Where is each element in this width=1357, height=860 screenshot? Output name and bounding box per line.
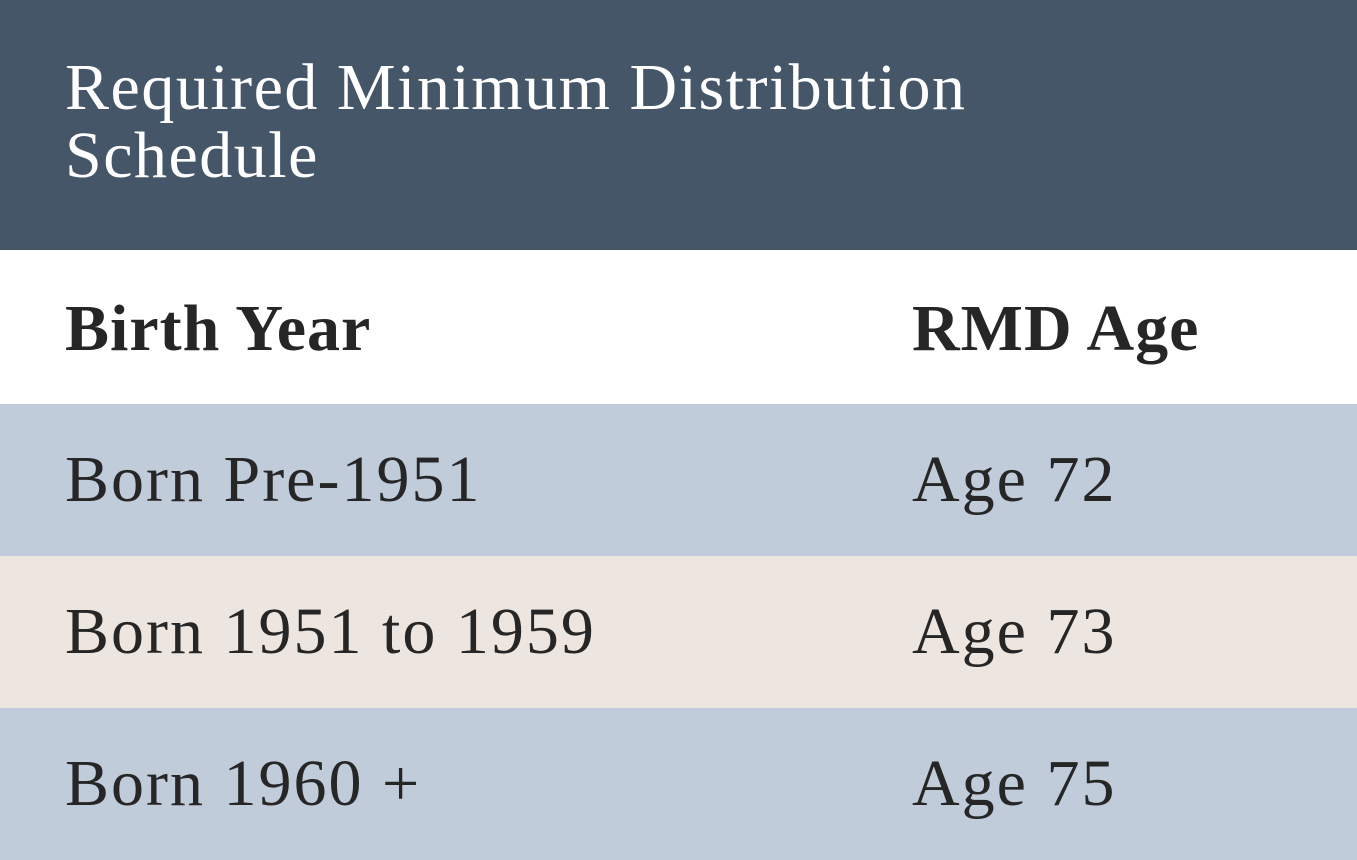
column-header-rmd-age: RMD Age (912, 292, 1200, 365)
birth-year-cell: Born 1951 to 1959 (65, 595, 596, 668)
table-header-row: Birth Year RMD Age (0, 250, 1357, 404)
rmd-age-cell: Age 73 (912, 595, 1117, 668)
rmd-age-cell: Age 72 (912, 443, 1117, 516)
table-row: Born 1951 to 1959 Age 73 (0, 556, 1357, 708)
title-bar: Required Minimum Distribution Schedule (0, 0, 1357, 250)
rmd-age-cell: Age 75 (912, 747, 1117, 820)
page-title: Required Minimum Distribution Schedule (65, 51, 967, 192)
birth-year-cell: Born Pre-1951 (65, 443, 482, 516)
birth-year-cell: Born 1960 + (65, 747, 422, 820)
column-header-birth-year: Birth Year (65, 292, 372, 365)
table-row: Born 1960 + Age 75 (0, 708, 1357, 860)
rmd-table: Birth Year RMD Age Born Pre-1951 Age 72 … (0, 250, 1357, 860)
table-row: Born Pre-1951 Age 72 (0, 404, 1357, 556)
